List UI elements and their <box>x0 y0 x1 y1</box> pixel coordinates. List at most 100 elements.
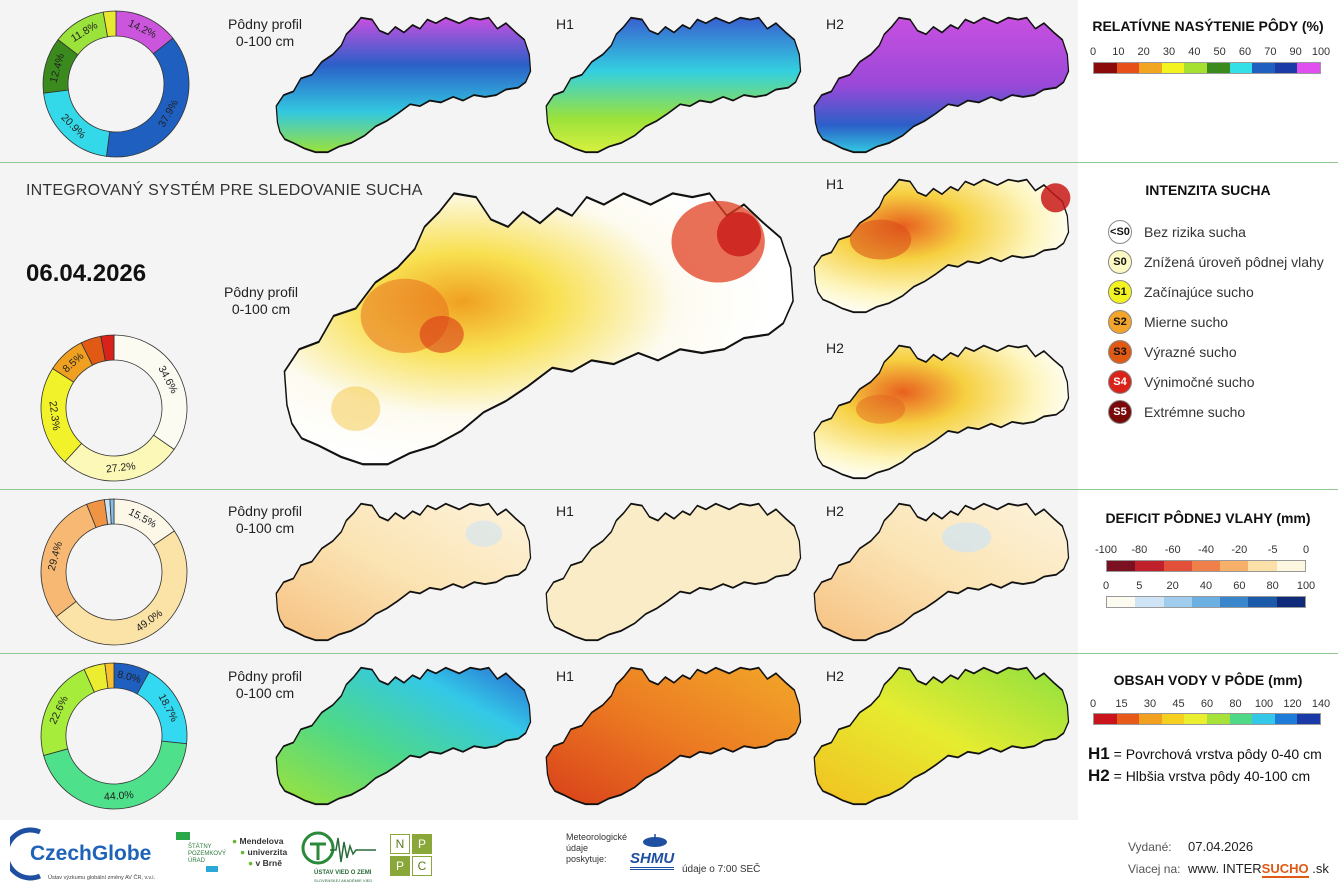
spu-logo-text: ŠTÁTNY POZEMKOVÝ ÚRAD <box>188 844 226 865</box>
intensity-class-badge: S4 <box>1108 370 1132 394</box>
saturation-color-step <box>1206 63 1230 73</box>
website-link-brand: SUCHO <box>1261 861 1309 878</box>
map-label-h1: H1 <box>826 176 844 192</box>
spu-logo-line: ŠTÁTNY <box>188 844 212 850</box>
saturation-color-step <box>1094 63 1117 73</box>
water-donut-label: 44.0% <box>104 789 135 803</box>
saturation-color-step <box>1297 63 1320 73</box>
deficit-map-h1 <box>545 502 802 642</box>
water-map-profile <box>275 666 532 806</box>
deficit-map-profile <box>275 502 532 642</box>
water-color-step <box>1274 714 1298 724</box>
deficit-negative-colorbar <box>1106 560 1306 572</box>
map-label-h1: H1 <box>556 503 574 519</box>
spu-logo-icon <box>176 832 190 840</box>
deficit-negative-color-step <box>1107 561 1136 571</box>
saturation-color-step <box>1184 63 1207 73</box>
saturation-donut-slice <box>105 37 190 158</box>
deficit-negative-scale-labels: -100 -80 -60 -40 -20 -5 0 <box>1095 544 1310 558</box>
nppc-cell: P <box>412 834 432 854</box>
website-link[interactable]: www. INTERSUCHO .sk <box>1188 861 1329 878</box>
shmu-logo-text: SHMU <box>630 850 675 870</box>
water-color-step <box>1161 714 1185 724</box>
separator <box>0 653 1338 654</box>
footer: CzechGlobe Ústav výzkumu globální změny … <box>0 820 1338 892</box>
deficit-positive-color-step <box>1220 597 1249 607</box>
saturation-color-step <box>1252 63 1275 73</box>
deficit-negative-tick-label: -100 <box>1094 544 1118 556</box>
deficit-negative-color-step <box>1135 561 1164 571</box>
dot-icon: ● <box>248 858 254 868</box>
profile-label-line1: Pôdny profil <box>224 284 298 300</box>
deficit-positive-color-step <box>1135 597 1164 607</box>
data-time-text: údaje o 7:00 SEČ <box>682 864 761 875</box>
saturation-tick-label: 40 <box>1188 46 1201 58</box>
intensity-class-label: Extrémne sucho <box>1144 404 1246 420</box>
saturation-colorbar <box>1093 62 1321 74</box>
h1-definition-text: = Povrchová vrstva pôdy 0-40 cm <box>1113 746 1322 762</box>
deficit-positive-color-step <box>1107 597 1136 607</box>
map-label-h2: H2 <box>826 16 844 32</box>
mendel-logo-line-text: v Brně <box>255 858 282 868</box>
saturation-color-step <box>1116 63 1140 73</box>
website-link-prefix: www. INTER <box>1188 861 1262 876</box>
h1-definition: H1 = Povrchová vrstva pôdy 0-40 cm <box>1088 744 1322 764</box>
water-color-step <box>1252 714 1275 724</box>
map-label-profile: Pôdny profil 0-100 cm <box>222 503 308 537</box>
deficit-donut-chart: 15.5%49.0%29.4% <box>40 498 188 646</box>
uvz-logo-line: SLOVENSKEJ AKADÉMIE VIED <box>314 878 373 883</box>
deficit-donut-slice <box>55 530 188 646</box>
deficit-positive-tick-label: 60 <box>1233 580 1246 592</box>
water-colorbar <box>1093 713 1321 725</box>
intensity-class-label: Mierne sucho <box>1144 314 1229 330</box>
water-tick-label: 80 <box>1229 698 1242 710</box>
date-title: 06.04.2026 <box>26 260 147 287</box>
deficit-positive-color-step <box>1248 597 1277 607</box>
meteo-provider-line: Meteorologické <box>566 832 628 842</box>
saturation-tick-label: 60 <box>1238 46 1252 58</box>
deficit-positive-color-step <box>1276 597 1305 607</box>
saturation-tick-label: 0 <box>1089 46 1097 58</box>
intensity-legend-title: INTENZITA SUCHA <box>1145 182 1271 198</box>
water-color-step <box>1229 714 1253 724</box>
intensity-legend-item: S0 Znížená úroveň pôdnej vlahy <box>1108 250 1324 274</box>
deficit-negative-color-step <box>1248 561 1277 571</box>
meteo-provider-text: Meteorologické údaje poskytuje: <box>566 832 627 865</box>
meteo-provider-line: poskytuje: <box>566 854 607 864</box>
map-label-profile: Pôdny profil 0-100 cm <box>218 284 304 318</box>
water-map-h1 <box>545 666 802 806</box>
intensity-class-badge: S1 <box>1108 280 1132 304</box>
website-link-suffix: .sk <box>1308 861 1329 876</box>
intensity-legend-item: S5 Extrémne sucho <box>1108 400 1245 424</box>
water-donut-slice <box>40 668 95 756</box>
water-color-step <box>1184 714 1207 724</box>
deficit-negative-tick-label: -80 <box>1131 544 1148 556</box>
intensity-legend-item: S4 Výnimočné sucho <box>1108 370 1255 394</box>
intensity-class-badge: S3 <box>1108 340 1132 364</box>
intensity-map-h1 <box>813 178 1071 314</box>
deficit-negative-color-step <box>1276 561 1305 571</box>
nppc-logo: N P P C <box>390 834 432 876</box>
deficit-negative-tick-label: 0 <box>1302 544 1310 556</box>
map-label-h2: H2 <box>826 503 844 519</box>
issued-label: Vydané: <box>1128 840 1172 854</box>
czechglobe-logo-text: CzechGlobe <box>30 842 152 865</box>
water-tick-label: 100 <box>1254 698 1274 710</box>
deficit-negative-tick-label: -5 <box>1267 544 1278 556</box>
meteo-provider-line: údaje <box>566 843 589 853</box>
h2-definition-text: = Hlbšia vrstva pôdy 40-100 cm <box>1113 768 1311 784</box>
intensity-legend-list: <S0 Bez rizika sucha S0 Znížená úroveň pôdn… <box>1078 220 1338 430</box>
water-tick-label: 15 <box>1115 698 1128 710</box>
saturation-map-h2 <box>813 16 1070 154</box>
deficit-negative-tick-label: -40 <box>1198 544 1214 556</box>
water-tick-label: 45 <box>1172 698 1185 710</box>
intensity-legend-item: S1 Začínajúce sucho <box>1108 280 1254 304</box>
deficit-positive-colorbar <box>1106 596 1306 608</box>
saturation-color-step <box>1139 63 1162 73</box>
profile-label-line1: Pôdny profil <box>228 503 302 519</box>
saturation-legend-title: RELATÍVNE NASÝTENIE PÔDY (%) <box>1092 18 1324 34</box>
intensity-class-label: Výrazné sucho <box>1144 344 1237 360</box>
deficit-map-h2 <box>813 502 1070 642</box>
water-color-step <box>1139 714 1162 724</box>
intensity-class-label: Výnimočné sucho <box>1144 374 1255 390</box>
